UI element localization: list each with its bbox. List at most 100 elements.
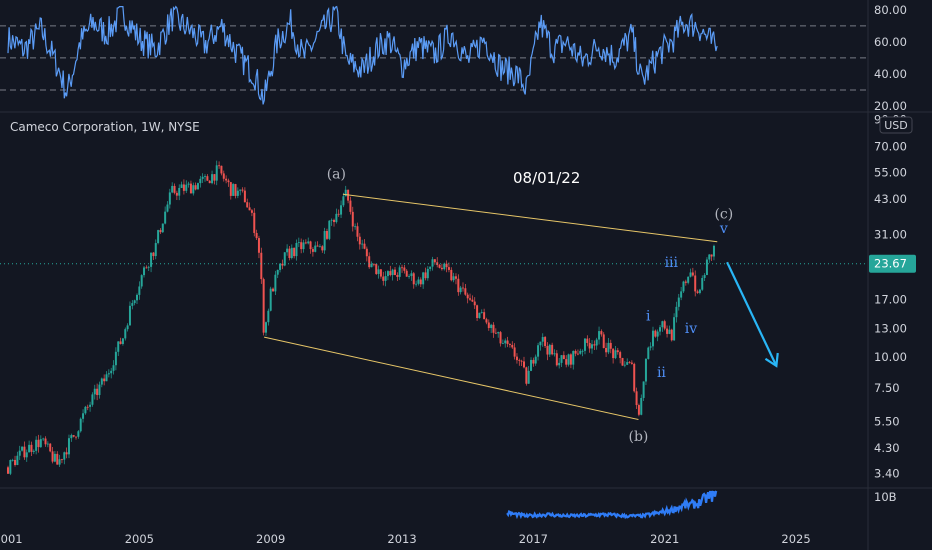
candle-body (471, 299, 474, 302)
price-tick-label: 31.00 (874, 228, 907, 242)
candle-body (675, 306, 678, 318)
wave-label: ii (657, 365, 666, 381)
candle-body (553, 353, 556, 355)
candle-body (288, 248, 291, 258)
candle-body (506, 340, 509, 344)
candle-body (49, 443, 52, 452)
forecast-arrow-head (764, 352, 779, 368)
candle-body (363, 243, 366, 249)
candle-body (462, 287, 465, 289)
candle-body (286, 248, 289, 253)
candle-body (588, 342, 591, 349)
candle-body (436, 262, 439, 265)
candle-body (232, 184, 235, 196)
candle-body (567, 354, 570, 365)
candle-body (459, 287, 462, 293)
price-tick-label: 70.00 (874, 140, 907, 154)
candle-body (708, 254, 711, 260)
candle-body (574, 350, 577, 354)
candle-body (182, 184, 185, 191)
last-price-tag (869, 254, 916, 273)
volume-tick-label: 10B (874, 490, 897, 504)
price-tick-label: 43.00 (874, 192, 907, 206)
candle-body (110, 370, 113, 374)
time-tick-label: 2021 (650, 532, 679, 546)
candle-body (452, 276, 455, 281)
candle-body (644, 358, 647, 382)
candle-body (405, 270, 408, 277)
candle-body (659, 327, 662, 332)
candle-body (300, 242, 303, 250)
time-tick-label: 2005 (125, 532, 154, 546)
candle-body (633, 363, 636, 392)
candle-body (560, 355, 563, 363)
candle-body (250, 210, 253, 213)
candle-body (619, 352, 622, 358)
candle-body (199, 178, 202, 184)
candle-body (260, 252, 263, 280)
candle-body (173, 185, 176, 193)
candle-body (152, 252, 155, 257)
candle-body (372, 263, 375, 265)
time-axis[interactable]: 2001 2005 2009 2013 2017 2021 2025 (0, 532, 811, 546)
candle-body (447, 267, 450, 270)
currency-badge[interactable]: USD (879, 116, 913, 134)
candle-body (9, 460, 12, 474)
time-tick-label: 2001 (0, 532, 23, 546)
candle-body (370, 263, 373, 268)
price-axis[interactable]: 90.0070.0055.0043.0031.0017.0013.0010.00… (869, 112, 916, 480)
candle-body (476, 305, 479, 318)
candle-body (651, 330, 654, 347)
channel-lower-line (264, 336, 639, 421)
candle-body (340, 205, 343, 215)
candle-body (551, 344, 554, 355)
candle-body (302, 242, 305, 250)
candle-body (342, 196, 345, 206)
candle-body (84, 406, 87, 414)
candle-body (581, 350, 584, 352)
candle-body (614, 350, 617, 359)
candle-body (696, 291, 699, 293)
candle-body (494, 332, 497, 334)
candle-body (480, 312, 483, 313)
candle-body (440, 267, 443, 270)
candle-body (513, 347, 516, 357)
candle-body (157, 230, 160, 244)
candle-body (687, 276, 690, 283)
candle-body (593, 344, 596, 346)
svg-text:USD: USD (884, 119, 908, 132)
candle-body (311, 249, 314, 252)
candle-body (135, 294, 138, 301)
candle-body (145, 267, 148, 269)
candle-body (595, 339, 598, 346)
candle-body (150, 252, 153, 267)
candle-body (100, 378, 103, 385)
candle-body (35, 439, 38, 451)
candle-body (635, 391, 638, 406)
candle-body (438, 264, 441, 268)
candle-body (32, 450, 35, 452)
candle-body (269, 288, 272, 311)
candle-body (656, 331, 659, 337)
candle-body (121, 338, 124, 344)
candle-body (138, 286, 141, 295)
forecast-arrow (726, 261, 778, 367)
candle-body (647, 347, 650, 359)
candle-body (143, 267, 146, 276)
candle-body (586, 338, 589, 343)
candle-body (464, 288, 467, 295)
candle-body (565, 359, 568, 365)
candle-body (316, 245, 319, 247)
candle-body (478, 312, 481, 318)
candle-body (187, 183, 190, 185)
candle-body (60, 459, 63, 461)
candle-body (253, 212, 256, 233)
candle-body (354, 226, 357, 228)
candle-body (623, 364, 626, 366)
candle-body (539, 341, 542, 346)
price-tick-label: 3.40 (874, 466, 900, 480)
candle-body (37, 439, 40, 448)
candle-body (189, 183, 192, 194)
